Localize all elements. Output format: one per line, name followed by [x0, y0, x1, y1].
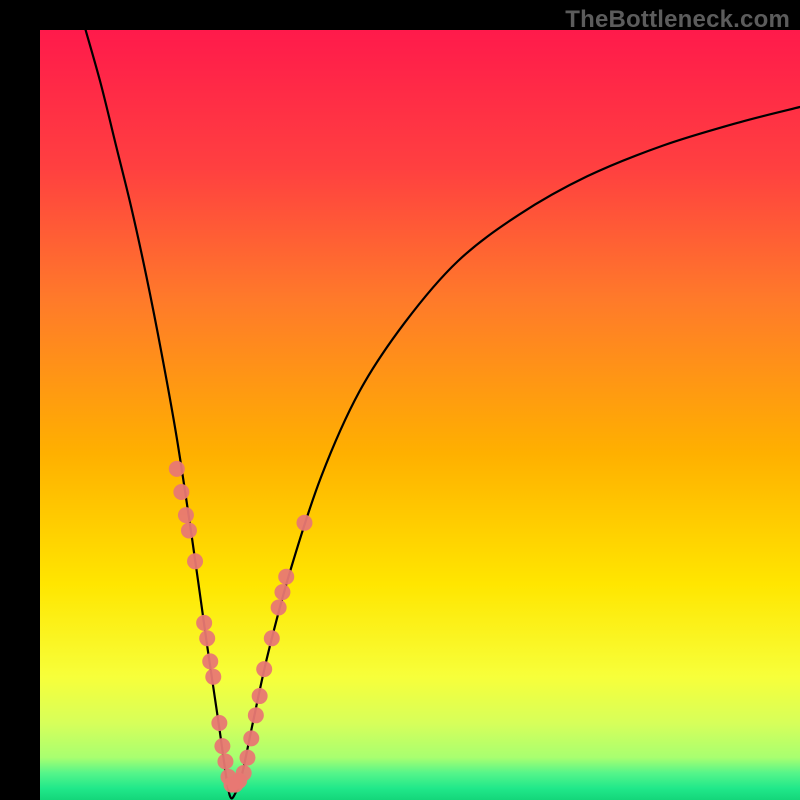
sample-marker [202, 653, 218, 669]
sample-marker [236, 765, 252, 781]
sample-marker [274, 584, 290, 600]
sample-marker [181, 523, 197, 539]
gradient-background [40, 30, 800, 800]
sample-marker [264, 630, 280, 646]
sample-marker [252, 688, 268, 704]
sample-marker [178, 507, 194, 523]
sample-marker [196, 615, 212, 631]
sample-marker [271, 600, 287, 616]
sample-marker [243, 730, 259, 746]
sample-marker [214, 738, 230, 754]
sample-marker [278, 569, 294, 585]
sample-marker [217, 754, 233, 770]
bottleneck-chart [0, 0, 800, 800]
sample-marker [173, 484, 189, 500]
sample-marker [248, 707, 264, 723]
sample-marker [256, 661, 272, 677]
sample-marker [296, 515, 312, 531]
sample-marker [239, 750, 255, 766]
sample-marker [187, 553, 203, 569]
sample-marker [205, 669, 221, 685]
sample-marker [169, 461, 185, 477]
sample-marker [211, 715, 227, 731]
sample-marker [199, 630, 215, 646]
watermark-text: TheBottleneck.com [565, 6, 790, 34]
